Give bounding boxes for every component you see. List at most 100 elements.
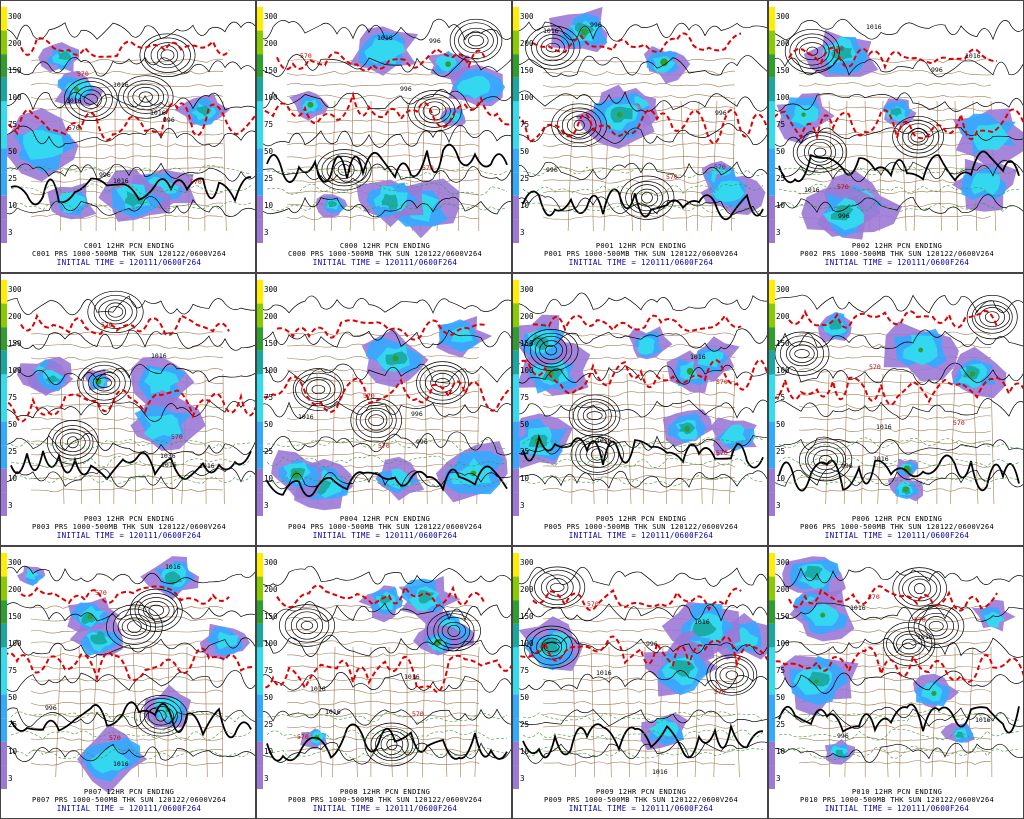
scale-tick: 200 [520,585,534,594]
scale-tick: 3 [264,501,269,510]
scale-tick: 10 [776,747,786,756]
pressure-contours [769,294,1023,492]
pressure-label: 996 [400,85,412,93]
scale-tick: 75 [8,120,18,129]
scale-tick: 300 [8,558,22,567]
pressure-label: 1016 [151,352,167,360]
scale-tick: 10 [520,474,530,483]
scale-tick: 3 [8,228,13,237]
pressure-label: 1016 [596,669,612,677]
thickness-570-line [513,32,767,144]
pressure-contours [257,295,511,498]
scale-tick: 75 [264,393,274,402]
panel-caption-title: P005 12HR PCN ENDING [595,515,687,523]
scale-tick: 25 [520,174,530,183]
pressure-label: 570 [68,124,80,132]
scale-tick: 10 [264,201,274,210]
scale-tick: 75 [520,120,530,129]
scale-tick: 150 [8,339,22,348]
scale-tick: 50 [8,693,18,702]
scale-tick: 50 [264,147,274,156]
scale-tick: 50 [776,693,786,702]
thickness-lines-green [778,709,1020,761]
pressure-label: 996 [838,212,850,220]
pressure-label: 996 [546,166,558,174]
panel-caption-parameters: P002 PRS 1000-500MB THK SUN 120122/0600V… [799,250,995,258]
scale-tick: 3 [776,774,781,783]
forecast-map [769,556,1023,778]
panel-caption-parameters: P004 PRS 1000-500MB THK SUN 120122/0600V… [287,523,483,531]
thickness-label: 570 [714,163,726,171]
scale-tick: 10 [776,474,786,483]
scale-tick: 100 [520,93,534,102]
scale-tick: 3 [264,228,269,237]
thickness-label: 570 [363,392,375,400]
scale-tick: 150 [520,66,534,75]
forecast-map [769,18,1023,240]
scale-tick: 25 [776,174,786,183]
panel-caption-parameters: P008 PRS 1000-500MB THK SUN 120122/0600V… [287,796,483,804]
pressure-label: 1016 [325,708,341,716]
panel-caption-parameters: P003 PRS 1000-500MB THK SUN 120122/0600V… [31,523,227,531]
forecast-map [513,6,767,232]
scale-tick: 200 [776,312,790,321]
thickness-label: 570 [109,734,121,742]
precip-color-scale: 300 200 150 100 75 50 25 10 3 [1,7,22,243]
thickness-label: 570 [837,183,849,191]
thickness-lines-green [266,165,508,212]
panel-caption-title: P008 12HR PCN ENDING [339,788,431,796]
panel-caption-title: P006 12HR PCN ENDING [851,515,943,523]
scale-tick: 50 [8,147,18,156]
pressure-label: 1016 [165,563,181,571]
scale-tick: 100 [264,639,278,648]
pressure-contours [513,566,767,764]
map-panel-p003: 300 200 150 100 75 50 25 10 3 1036 1016 1016 1016 570… [0,273,256,546]
pressure-label: 1016 [298,413,314,421]
scale-tick: 75 [776,666,786,675]
panel-caption-initial-time: INITIAL TIME = 120111/0600F264 [824,531,970,540]
scale-tick: 150 [264,66,278,75]
pressure-contours [1,21,255,217]
thickness-label: 570 [378,442,390,450]
scale-tick: 100 [520,639,534,648]
thickness-label: 570 [95,589,107,597]
precip-color-scale: 300 200 150 100 75 50 25 10 3 [769,7,790,243]
forecast-map [769,294,1023,505]
scale-tick: 75 [8,393,18,402]
precip-color-scale: 300 200 150 100 75 50 25 10 3 [513,280,534,516]
scale-tick: 150 [520,612,534,621]
thickness-lines-green [778,437,1020,487]
forecast-map [513,566,767,778]
scale-tick: 200 [264,312,278,321]
thickness-label: 570 [412,710,424,718]
scale-tick: 25 [520,447,530,456]
panel-caption-initial-time: INITIAL TIME = 120111/0600F264 [312,804,458,813]
thickness-label: 570 [300,52,312,60]
panel-caption-title: P001 12HR PCN ENDING [595,242,687,250]
thickness-570-line [1,313,255,423]
scale-tick: 200 [8,312,22,321]
thickness-lines-green [778,165,1020,212]
map-panel-p004: 300 200 150 100 75 50 25 10 3 996 996 1016 570 570 P00… [256,273,512,546]
scale-tick: 300 [520,12,534,21]
forecast-map [257,565,511,778]
pressure-label: 1016 [161,461,177,469]
precip-color-scale: 300 200 150 100 75 50 25 10 3 [1,553,22,789]
panel-caption-title: P003 12HR PCN ENDING [83,515,175,523]
scale-tick: 10 [776,201,786,210]
scale-tick: 150 [8,66,22,75]
scale-tick: 75 [520,666,530,675]
pressure-label: 1036 [160,452,176,460]
panel-caption-initial-time: INITIAL TIME = 120111/0600F264 [568,804,714,813]
thickness-lines-green [522,437,764,487]
pressure-contours [513,21,767,221]
thickness-label: 570 [297,733,309,741]
pressure-label: 996 [99,171,111,179]
thickness-570-line [513,313,767,395]
thickness-570-line [769,46,1023,141]
precip-color-scale: 300 200 150 100 75 50 25 10 3 [513,7,534,243]
scale-tick: 75 [776,393,786,402]
precipitation-shading [17,356,206,451]
panel-caption-parameters: P005 PRS 1000-500MB THK SUN 120122/0600V… [543,523,739,531]
